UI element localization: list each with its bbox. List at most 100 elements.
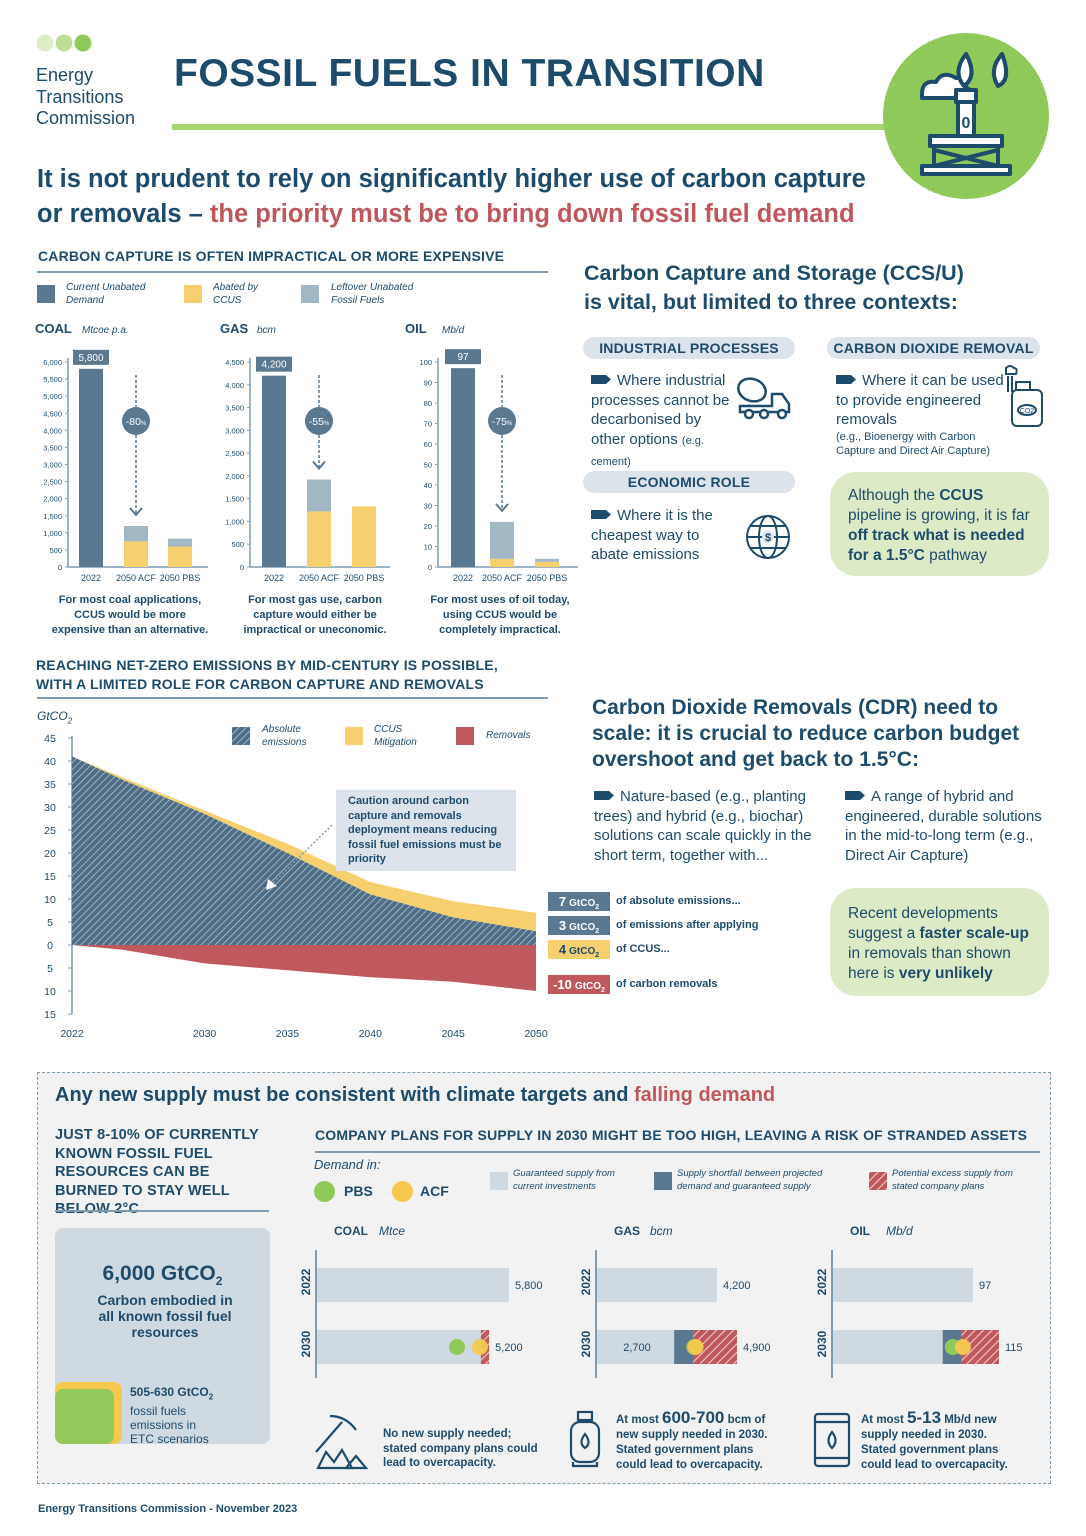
bullet-text: A range of hybrid and engineered, durabl… (845, 788, 1042, 864)
y-tick-label: 40 (424, 481, 432, 490)
y-tick-label: 2,000 (225, 472, 244, 481)
legend-label: Guaranteed supply from current investmen… (513, 1168, 615, 1192)
bar-2050-acf-segment (124, 541, 148, 567)
oil-barrel-icon (811, 1412, 853, 1473)
y-tick-label: 3,000 (43, 461, 62, 470)
annotation-arrowhead-icon (266, 879, 277, 890)
ccs-legend: Current Unabated Demand Abated by CCUS L… (37, 282, 537, 312)
bar-2050-acf-segment (490, 558, 514, 567)
y-tick-label: 45 (44, 733, 56, 745)
value-label: 97 (979, 1280, 991, 1292)
ccsu-title-line: is vital, but limited to three contexts: (584, 290, 958, 314)
x-tick-label: 2045 (441, 1028, 465, 1040)
resources-small-text: 505-630 GtCO2 fossil fuels emissions in E… (130, 1385, 260, 1446)
y-tick-label: 3,500 (43, 443, 62, 452)
y-tick-label: 100 (419, 358, 432, 367)
section-rule (37, 697, 548, 699)
y-tick-label: 1,500 (225, 495, 244, 504)
y-tick-label: 2,500 (43, 478, 62, 487)
y-tick-label: 0 (58, 563, 62, 572)
change-unit: % (141, 421, 147, 427)
bullet-arrow-icon (594, 791, 614, 800)
value-label-box (73, 349, 109, 365)
y-tick-label: 3,500 (225, 404, 244, 413)
x-tick-label: 2050 PBS (527, 573, 568, 583)
pill-economic-role: ECONOMIC ROLE (583, 471, 795, 493)
y-tick-label: 1,500 (43, 512, 62, 521)
y-tick-label: 30 (424, 502, 432, 511)
chart-caption: For most gas use, carbon capture would e… (243, 594, 387, 636)
cdr-bullet-engineered: A range of hybrid and engineered, durabl… (845, 787, 1050, 865)
y-tick-label: 10 (44, 986, 56, 998)
change-badge (488, 407, 516, 435)
legend-label: CCUS Mitigation (374, 724, 417, 748)
demand-in-label: Demand in: (314, 1157, 381, 1172)
chart-unit: Mb/d (886, 1224, 913, 1238)
bar-2050-acf-segment (124, 526, 148, 542)
end-label-value: 7 GtCO2 (548, 892, 610, 911)
value: -10 (553, 977, 572, 992)
change-unit: % (507, 421, 513, 427)
bullet-text: Nature-based (e.g., planting trees) and … (594, 788, 812, 864)
logo-circles-icon (36, 34, 92, 52)
section-rule (55, 1210, 269, 1212)
legend-label: Leftover Unabated Fossil Fuels (331, 282, 414, 306)
org-name-line: Commission (36, 108, 136, 128)
y-tick-label: 20 (424, 522, 432, 531)
y-tick-label: 4,000 (43, 426, 62, 435)
unit-sub: 2 (595, 928, 600, 936)
bullet-text: Where it is the cheapest way to abate em… (591, 507, 713, 563)
end-label-value: 3 GtCO2 (548, 916, 610, 935)
chart-title: OIL (405, 321, 427, 336)
guaranteed-supply-bar (597, 1268, 717, 1302)
legend-swatch (345, 727, 363, 745)
y-tick-label: 2,500 (225, 449, 244, 458)
end-label-value: 4 GtCO2 (548, 940, 610, 959)
y-tick-label: 0 (240, 563, 244, 572)
value-label: 4,900 (743, 1342, 771, 1354)
gas-ccs-chart: GAS bcm 0 500 1,000 1,500 2,000 2,500 3,000 3,500… (215, 320, 405, 645)
page-title: FOSSIL FUELS IN TRANSITION (174, 52, 765, 95)
headline-main: It is not prudent to rely on significant… (37, 165, 866, 228)
netzero-legend: Absolute emissions CCUS Mitigation Remov… (232, 724, 552, 750)
bar-2050-acf-segment (490, 521, 514, 559)
y-tick-label: 3,000 (225, 426, 244, 435)
absolute-emissions-area (72, 756, 536, 945)
svg-text:0: 0 (962, 115, 971, 132)
change-badge (122, 407, 150, 435)
y-tick-label: 80 (424, 399, 432, 408)
note-text: pipeline is growing, it is far (848, 507, 1030, 524)
guaranteed-supply-bar (833, 1268, 973, 1302)
legend-swatch (456, 727, 474, 745)
arrowhead-icon (495, 503, 509, 513)
resources-big-text: Carbon embodied in all known fossil fuel… (97, 1292, 233, 1340)
guaranteed-supply-bar (597, 1330, 675, 1364)
y-tick-label: 0 (428, 563, 432, 572)
unit-sub: 2 (595, 904, 600, 912)
y-tick-label: 1,000 (225, 517, 244, 526)
value-label: 5,800 (515, 1280, 543, 1292)
year-label: 2030 (579, 1330, 593, 1357)
heading-line: WITH A LIMITED ROLE FOR CARBON CAPTURE A… (36, 676, 484, 692)
unit-sub: 2 (601, 987, 605, 995)
chart-title: GAS (614, 1224, 640, 1238)
bar-2050-acf-segment (307, 511, 331, 567)
cdr-text: Where it can be used to provide engineer… (836, 371, 1006, 458)
x-tick-label: 2022 (81, 573, 101, 583)
y-tick-label: 10 (44, 894, 56, 906)
note-big: 5-13 (907, 1408, 942, 1427)
chart-unit: Mtce (379, 1224, 405, 1238)
bar-chart-svg: COAL Mtcoe p.a. 0 500 1,000 1,500 2,000 2,500 3,… (35, 321, 208, 583)
bullet-text: Where industrial processes cannot be dec… (591, 372, 730, 448)
x-tick-label: 2050 (524, 1028, 548, 1040)
note-bold: No new supply needed; (383, 1428, 512, 1440)
y-tick-label: 1,000 (43, 529, 62, 538)
x-tick-label: 2050 ACF (299, 573, 340, 583)
cdr-bullet-nature: Nature-based (e.g., planting trees) and … (594, 787, 814, 865)
chart-unit: bcm (650, 1224, 673, 1238)
cdr-scale-note: Recent developments suggest a faster sca… (830, 888, 1049, 996)
title-emphasis: falling demand (634, 1084, 776, 1106)
supply-title: Any new supply must be consistent with c… (55, 1084, 775, 1107)
oil-supply-note: At most 5-13 Mb/d new supply needed in 2… (861, 1408, 1021, 1473)
etc-logo: Energy Transitions Commission (36, 34, 166, 130)
